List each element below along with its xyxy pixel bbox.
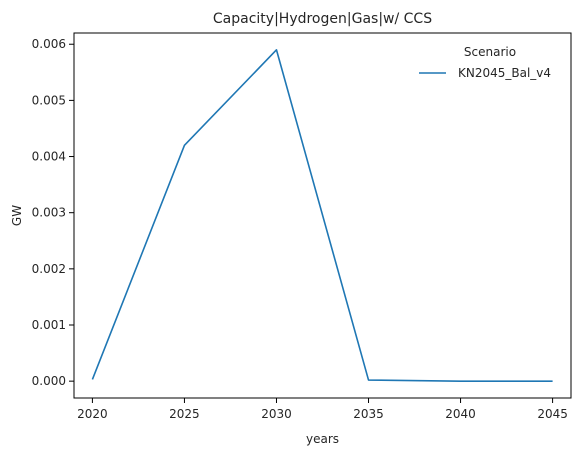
x-tick-label: 2040 xyxy=(445,407,476,421)
y-tick-label: 0.003 xyxy=(32,206,66,220)
series-layer xyxy=(91,49,553,382)
x-axis-label: years xyxy=(306,432,339,446)
y-tick-label: 0.000 xyxy=(32,374,66,388)
legend-entry-label: KN2045_Bal_v4 xyxy=(458,66,551,80)
legend-title: Scenario xyxy=(464,45,516,59)
legend: Scenario KN2045_Bal_v4 xyxy=(419,45,551,80)
x-tick-label: 2025 xyxy=(169,407,200,421)
y-axis: 0.000 0.001 0.002 0.003 0.004 0.005 0.006 xyxy=(32,37,74,388)
y-tick-label: 0.004 xyxy=(32,150,66,164)
x-tick-label: 2020 xyxy=(77,407,108,421)
y-tick-label: 0.005 xyxy=(32,93,66,107)
x-tick-label: 2045 xyxy=(537,407,568,421)
x-tick-label: 2035 xyxy=(353,407,384,421)
y-tick-label: 0.002 xyxy=(32,262,66,276)
series-line xyxy=(91,49,553,382)
plot-frame xyxy=(73,32,572,399)
y-tick-label: 0.001 xyxy=(32,318,66,332)
chart-title: Capacity|Hydrogen|Gas|w/ CCS xyxy=(213,11,432,27)
x-tick-label: 2030 xyxy=(261,407,292,421)
x-axis: 2020 2025 2030 2035 2040 2045 xyxy=(77,398,568,421)
y-axis-label: GW xyxy=(10,205,24,226)
y-tick-label: 0.006 xyxy=(32,37,66,51)
